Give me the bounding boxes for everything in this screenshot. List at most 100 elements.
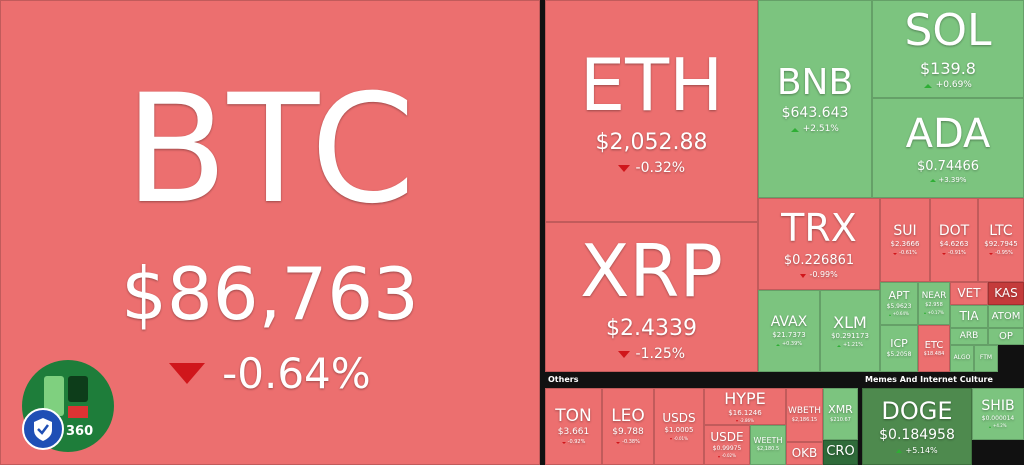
tile: NEAR $2.958 +0.17% <box>918 282 950 325</box>
change-arrow <box>561 442 566 445</box>
change-row: -0.99% <box>800 270 838 280</box>
change-row: -0.02% <box>718 453 736 458</box>
symbol: SHIB <box>981 398 1015 415</box>
change-row: -2.86% <box>736 417 754 423</box>
price: $86,763 <box>121 251 419 336</box>
symbol: XRP <box>580 228 723 313</box>
price: $1.0005 <box>664 426 694 435</box>
symbol: OP <box>999 331 1013 342</box>
change-row: -0.38% <box>616 440 640 446</box>
divider <box>540 0 545 465</box>
change-row: -0.01% <box>670 436 688 441</box>
price: $2,180.5 <box>756 446 780 453</box>
tile: USDS $1.0005 -0.01% <box>654 388 704 465</box>
change-arrow <box>617 351 630 359</box>
symbol: NEAR <box>921 291 947 302</box>
price: $0.99975 <box>712 445 742 453</box>
change-row: -0.32% <box>617 160 685 176</box>
price: $21.7373 <box>772 331 806 340</box>
price: $5.9623 <box>886 303 912 311</box>
tile: USDE $0.99975 -0.02% <box>704 425 750 465</box>
price: $0.000014 <box>981 415 1015 423</box>
change-arrow <box>800 273 807 278</box>
tile: OKB <box>786 442 823 465</box>
symbol: HYPE <box>724 388 766 408</box>
change-row: -0.61% <box>893 250 917 257</box>
tile: HYPE $16.1246 -2.86% <box>704 388 786 425</box>
logo-icon <box>44 376 88 418</box>
symbol: DOGE <box>881 396 953 425</box>
symbol: AVAX <box>770 313 808 330</box>
change-row: +5.14% <box>896 446 938 456</box>
section-header: Memes And Internet Culture <box>858 372 1024 388</box>
change-arrow <box>889 313 892 316</box>
shield-icon <box>22 408 64 450</box>
tile: ARB <box>950 328 988 345</box>
change-arrow <box>775 343 780 346</box>
change: +0.17% <box>927 309 944 315</box>
tile: WEETH $2,180.5 <box>750 425 786 465</box>
change: -0.64% <box>222 348 371 398</box>
change-row: -1.25% <box>617 346 686 363</box>
price: $9.788 <box>612 427 644 438</box>
change-arrow <box>718 455 721 458</box>
symbol: ATOM <box>991 311 1021 322</box>
tile: WBETH $2,186.15 <box>786 388 823 442</box>
tile: XMR $210.67 <box>823 388 858 440</box>
tile: DOGE $0.184958 +5.14% <box>862 388 972 465</box>
change: -0.95% <box>995 249 1013 256</box>
change-arrow <box>929 178 936 182</box>
price: $2,052.88 <box>595 130 708 156</box>
change-row: -0.64% <box>169 348 371 398</box>
tile: VET <box>950 282 988 305</box>
symbol: WBETH <box>787 405 822 416</box>
symbol: BTC <box>124 63 416 238</box>
symbol: ALGO <box>953 354 971 362</box>
tile: SUI $2.3666 -0.61% <box>880 198 930 282</box>
tile: BNB $643.643 +2.51% <box>758 0 872 198</box>
tile: ETH $2,052.88 -0.32% <box>545 0 758 222</box>
symbol: KAS <box>994 285 1018 300</box>
tile: TIA <box>950 305 988 328</box>
symbol: SOL <box>904 4 992 56</box>
symbol: VET <box>957 285 981 300</box>
change-row: +0.69% <box>924 80 972 91</box>
change: -2.86% <box>739 417 754 423</box>
change: +2.51% <box>802 124 839 135</box>
symbol: DOT <box>938 222 970 239</box>
tile: ADA $0.74466 +3.39% <box>872 98 1024 198</box>
change-arrow <box>670 437 673 440</box>
price: $643.643 <box>781 105 849 122</box>
symbol: CRO <box>826 444 855 460</box>
change: -1.25% <box>635 346 686 363</box>
tile: BTC $86,763 -0.64% <box>0 0 540 465</box>
change-arrow <box>942 252 947 255</box>
symbol: TRX <box>781 206 857 251</box>
change-row: +2.51% <box>791 125 839 135</box>
tile: TRX $0.226861 -0.99% <box>758 198 880 290</box>
change-row: -0.95% <box>989 249 1013 257</box>
symbol: ETC <box>924 339 944 351</box>
symbol: TIA <box>959 308 979 323</box>
change-row: +1.21% <box>836 341 864 349</box>
tile: ICP $5.2058 <box>880 325 918 372</box>
tile: SOL $139.8 +0.69% <box>872 0 1024 98</box>
symbol: USDE <box>710 430 744 445</box>
change-arrow <box>791 128 800 133</box>
symbol: ETH <box>579 42 724 127</box>
tile: XRP $2.4339 -1.25% <box>545 222 758 372</box>
price: $92.7945 <box>984 240 1018 249</box>
change: +1.21% <box>842 341 864 348</box>
change-arrow <box>169 363 206 385</box>
tile: OP <box>988 328 1024 345</box>
symbol: ARB <box>959 330 979 341</box>
price: $16.1246 <box>728 408 762 417</box>
price: $2.3666 <box>890 240 920 249</box>
symbol: APT <box>888 289 910 303</box>
price: $4.6263 <box>939 240 969 249</box>
change-arrow <box>616 442 621 445</box>
price: $0.74466 <box>916 158 980 174</box>
change-arrow <box>617 165 630 173</box>
tile: TON $3.661 -0.92% <box>545 388 602 465</box>
price: $139.8 <box>920 59 976 79</box>
